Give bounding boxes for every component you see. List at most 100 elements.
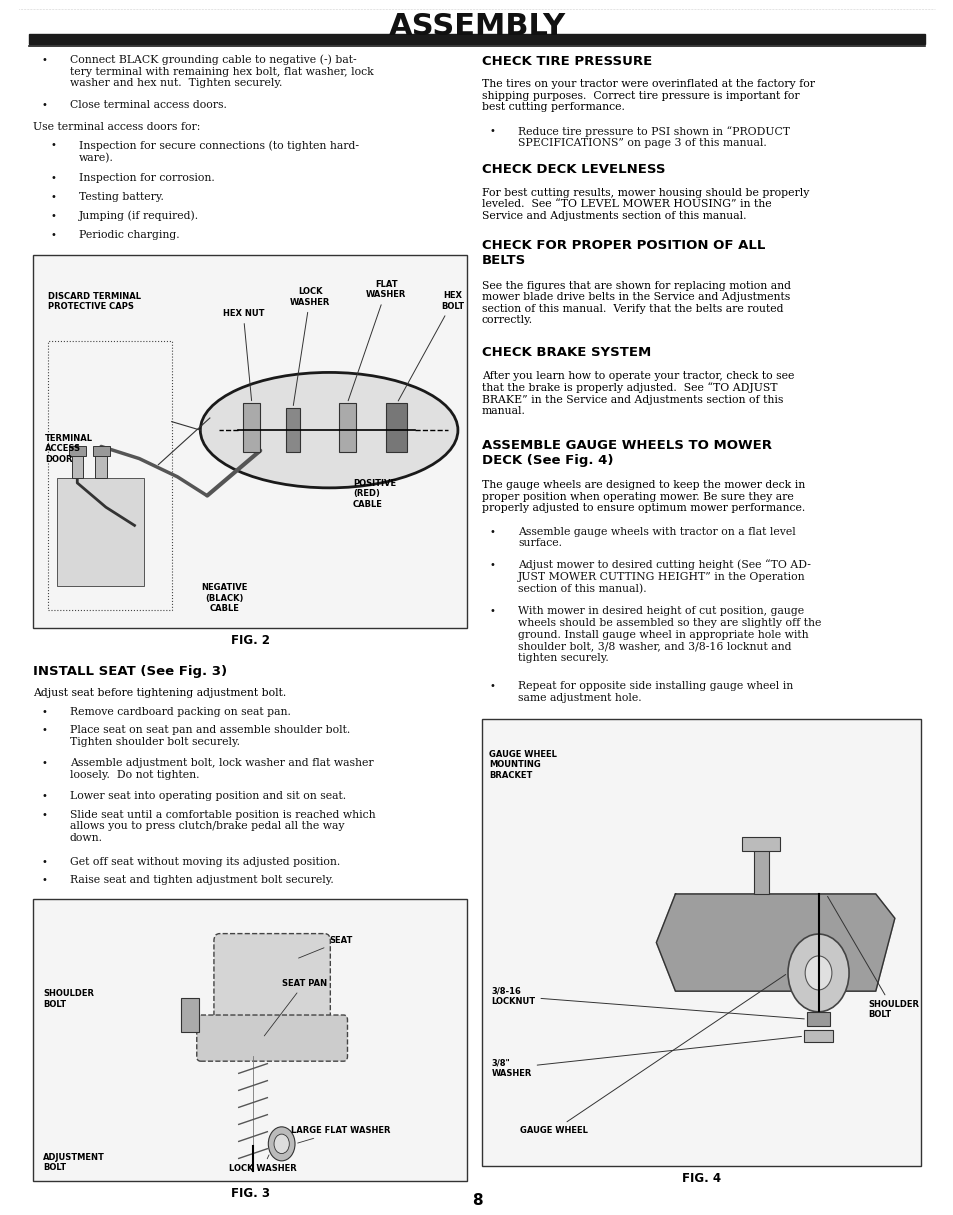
Text: •: • bbox=[41, 857, 47, 866]
Text: With mower in desired height of cut position, gauge
wheels should be assembled s: With mower in desired height of cut posi… bbox=[517, 606, 821, 662]
Text: •: • bbox=[51, 174, 56, 183]
Text: Get off seat without moving its adjusted position.: Get off seat without moving its adjusted… bbox=[70, 857, 339, 866]
FancyBboxPatch shape bbox=[213, 933, 330, 1027]
Text: CHECK BRAKE SYSTEM: CHECK BRAKE SYSTEM bbox=[481, 346, 650, 360]
Text: Inspection for secure connections (to tighten hard-
ware).: Inspection for secure connections (to ti… bbox=[79, 141, 359, 163]
Text: •: • bbox=[489, 527, 495, 537]
Bar bbox=[243, 403, 260, 452]
Text: For best cutting results, mower housing should be properly
leveled.  See “TO LEV: For best cutting results, mower housing … bbox=[481, 188, 808, 221]
Bar bbox=[386, 403, 407, 452]
Text: •: • bbox=[489, 560, 495, 570]
Text: Testing battery.: Testing battery. bbox=[79, 192, 164, 202]
Text: Adjust seat before tightening adjustment bolt.: Adjust seat before tightening adjustment… bbox=[33, 688, 286, 697]
Text: Jumping (if required).: Jumping (if required). bbox=[79, 210, 199, 221]
Bar bbox=[806, 1012, 829, 1027]
Text: TERMINAL
ACCESS
DOOR: TERMINAL ACCESS DOOR bbox=[45, 434, 92, 464]
Text: Remove cardboard packing on seat pan.: Remove cardboard packing on seat pan. bbox=[70, 707, 291, 717]
Text: GAUGE WHEEL: GAUGE WHEEL bbox=[519, 974, 785, 1135]
Text: HEX
BOLT: HEX BOLT bbox=[397, 292, 464, 401]
Text: POSITIVE
(RED)
CABLE: POSITIVE (RED) CABLE bbox=[353, 479, 395, 509]
Text: Place seat on seat pan and assemble shoulder bolt.
Tighten shoulder bolt securel: Place seat on seat pan and assemble shou… bbox=[70, 725, 350, 747]
Bar bbox=[286, 408, 299, 452]
Bar bbox=[48, 341, 172, 610]
Text: SHOULDER
BOLT: SHOULDER BOLT bbox=[826, 897, 918, 1019]
Text: •: • bbox=[41, 876, 47, 886]
Text: SEAT: SEAT bbox=[298, 937, 353, 959]
Text: GAUGE WHEEL
MOUNTING
BRACKET: GAUGE WHEEL MOUNTING BRACKET bbox=[489, 750, 557, 780]
Text: •: • bbox=[51, 230, 56, 239]
Text: •: • bbox=[489, 126, 495, 136]
Text: 3/8"
WASHER: 3/8" WASHER bbox=[491, 1036, 801, 1078]
Bar bbox=[803, 1030, 832, 1042]
FancyBboxPatch shape bbox=[196, 1015, 347, 1061]
Circle shape bbox=[268, 1126, 294, 1160]
Text: LOCK WASHER: LOCK WASHER bbox=[229, 1155, 296, 1172]
Text: Slide seat until a comfortable position is reached which
allows you to press clu: Slide seat until a comfortable position … bbox=[70, 810, 375, 843]
Text: Repeat for opposite side installing gauge wheel in
same adjustment hole.: Repeat for opposite side installing gaug… bbox=[517, 682, 793, 702]
Text: LARGE FLAT WASHER: LARGE FLAT WASHER bbox=[291, 1126, 391, 1143]
Bar bbox=[481, 719, 920, 1166]
Text: •: • bbox=[41, 725, 47, 735]
Text: Connect BLACK grounding cable to negative (-) bat-
tery terminal with remaining : Connect BLACK grounding cable to negativ… bbox=[70, 55, 373, 89]
Text: DISCARD TERMINAL
PROTECTIVE CAPS: DISCARD TERMINAL PROTECTIVE CAPS bbox=[48, 292, 140, 311]
Text: FIG. 4: FIG. 4 bbox=[680, 1172, 720, 1186]
Text: See the figures that are shown for replacing motion and
mower blade drive belts : See the figures that are shown for repla… bbox=[481, 281, 790, 326]
Bar bbox=[95, 456, 107, 477]
Text: Close terminal access doors.: Close terminal access doors. bbox=[70, 101, 226, 111]
Bar bbox=[338, 403, 355, 452]
Text: •: • bbox=[41, 707, 47, 717]
Text: The gauge wheels are designed to keep the mower deck in
proper position when ope: The gauge wheels are designed to keep th… bbox=[481, 480, 804, 513]
Text: Inspection for corrosion.: Inspection for corrosion. bbox=[79, 174, 214, 183]
Text: 3/8-16
LOCKNUT: 3/8-16 LOCKNUT bbox=[491, 987, 803, 1019]
Text: •: • bbox=[51, 141, 56, 151]
Text: 8: 8 bbox=[471, 1193, 482, 1208]
Text: •: • bbox=[51, 192, 56, 202]
Text: Reduce tire pressure to PSI shown in “PRODUCT
SPECIFICATIONS” on page 3 of this : Reduce tire pressure to PSI shown in “PR… bbox=[517, 126, 789, 148]
Circle shape bbox=[804, 956, 831, 990]
Text: •: • bbox=[51, 210, 56, 221]
Text: SHOULDER
BOLT: SHOULDER BOLT bbox=[43, 989, 93, 1008]
Text: •: • bbox=[41, 758, 47, 768]
Text: •: • bbox=[41, 55, 47, 64]
Text: SEAT PAN: SEAT PAN bbox=[264, 979, 327, 1036]
FancyArrowPatch shape bbox=[207, 451, 260, 496]
Text: ADJUSTMENT
BOLT: ADJUSTMENT BOLT bbox=[43, 1153, 105, 1172]
Text: FLAT
WASHER: FLAT WASHER bbox=[348, 279, 406, 401]
Bar bbox=[181, 998, 198, 1032]
Text: LOCK
WASHER: LOCK WASHER bbox=[290, 288, 330, 406]
Text: FIG. 2: FIG. 2 bbox=[231, 634, 270, 648]
Text: Lower seat into operating position and sit on seat.: Lower seat into operating position and s… bbox=[70, 791, 345, 801]
Circle shape bbox=[787, 934, 848, 1012]
Text: FIG. 3: FIG. 3 bbox=[231, 1187, 270, 1200]
Text: NEGATIVE
(BLACK)
CABLE: NEGATIVE (BLACK) CABLE bbox=[201, 583, 247, 614]
Bar bbox=[33, 254, 467, 628]
Text: ASSEMBLY: ASSEMBLY bbox=[388, 12, 565, 41]
Text: CHECK FOR PROPER POSITION OF ALL
BELTS: CHECK FOR PROPER POSITION OF ALL BELTS bbox=[481, 239, 764, 267]
Bar bbox=[741, 837, 780, 852]
Text: After you learn how to operate your tractor, check to see
that the brake is prop: After you learn how to operate your trac… bbox=[481, 371, 793, 417]
Text: Assemble adjustment bolt, lock washer and flat washer
loosely.  Do not tighten.: Assemble adjustment bolt, lock washer an… bbox=[70, 758, 373, 780]
Bar bbox=[29, 34, 924, 44]
Text: Raise seat and tighten adjustment bolt securely.: Raise seat and tighten adjustment bolt s… bbox=[70, 876, 333, 886]
Bar bbox=[92, 446, 110, 456]
Text: HEX NUT: HEX NUT bbox=[222, 309, 264, 401]
Bar bbox=[57, 477, 144, 586]
Bar bbox=[69, 446, 86, 456]
Text: CHECK TIRE PRESSURE: CHECK TIRE PRESSURE bbox=[481, 55, 651, 68]
Bar bbox=[33, 899, 467, 1181]
Text: Periodic charging.: Periodic charging. bbox=[79, 230, 179, 239]
Text: INSTALL SEAT (See Fig. 3): INSTALL SEAT (See Fig. 3) bbox=[33, 665, 227, 678]
Text: Assemble gauge wheels with tractor on a flat level
surface.: Assemble gauge wheels with tractor on a … bbox=[517, 527, 795, 548]
Text: ASSEMBLE GAUGE WHEELS TO MOWER
DECK (See Fig. 4): ASSEMBLE GAUGE WHEELS TO MOWER DECK (See… bbox=[481, 439, 771, 467]
Text: Use terminal access doors for:: Use terminal access doors for: bbox=[33, 122, 200, 131]
Polygon shape bbox=[656, 894, 894, 991]
Bar bbox=[71, 456, 83, 477]
Text: •: • bbox=[41, 791, 47, 801]
Text: •: • bbox=[489, 682, 495, 691]
Text: Adjust mower to desired cutting height (See “TO AD-
JUST MOWER CUTTING HEIGHT” i: Adjust mower to desired cutting height (… bbox=[517, 560, 810, 594]
Ellipse shape bbox=[200, 373, 457, 488]
Text: •: • bbox=[41, 810, 47, 820]
Text: •: • bbox=[489, 606, 495, 616]
Bar bbox=[753, 846, 768, 894]
Text: CHECK DECK LEVELNESS: CHECK DECK LEVELNESS bbox=[481, 164, 664, 176]
